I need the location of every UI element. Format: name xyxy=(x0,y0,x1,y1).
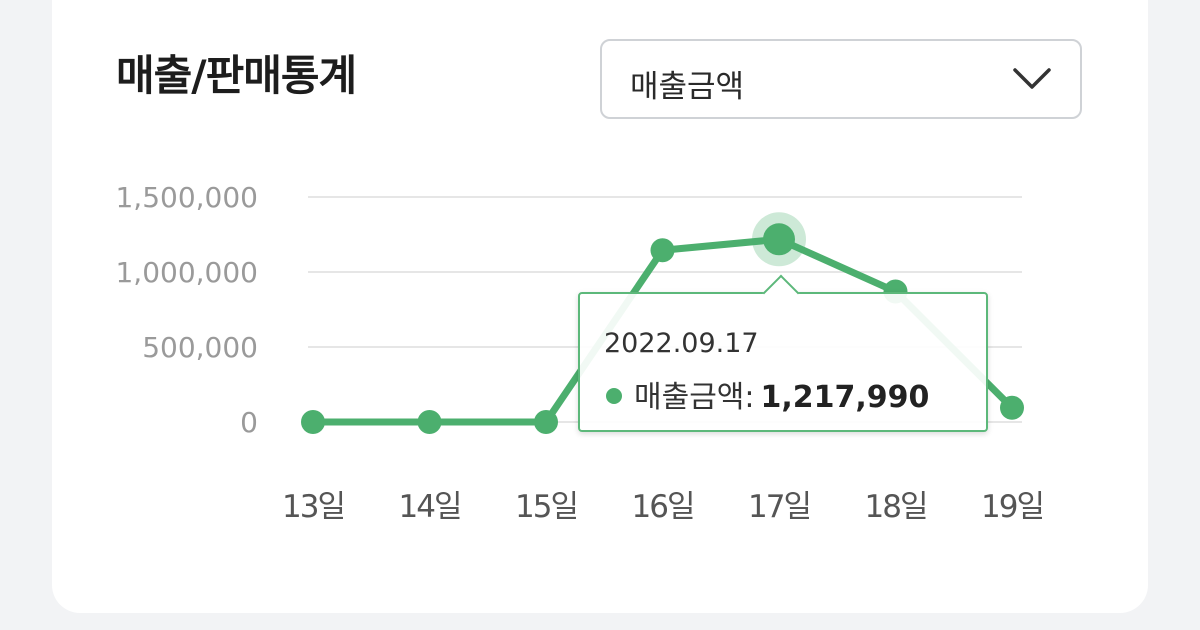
x-tick-label: 13일 xyxy=(282,489,344,525)
tooltip-date: 2022.09.17 xyxy=(604,328,759,359)
data-point xyxy=(1000,395,1024,420)
y-tick-label: 1,000,000 xyxy=(115,256,258,289)
x-tick-label: 17일 xyxy=(748,489,810,525)
data-point xyxy=(301,410,325,434)
data-point xyxy=(534,410,558,434)
chevron-down-icon xyxy=(1013,68,1051,89)
x-tick-label: 18일 xyxy=(865,489,927,525)
metric-select[interactable]: 매출금액 xyxy=(600,39,1082,119)
y-tick-label: 0 xyxy=(240,406,258,439)
page-title: 매출/판매통계 xyxy=(116,51,357,100)
tooltip-label: 매출금액: xyxy=(634,380,755,415)
tooltip-value: 1,217,990 xyxy=(760,380,930,415)
y-tick-label: 1,500,000 xyxy=(115,181,258,214)
x-tick-label: 14일 xyxy=(399,489,461,525)
x-tick-label: 19일 xyxy=(981,489,1043,525)
x-tick-label: 15일 xyxy=(515,489,577,525)
data-point xyxy=(417,410,442,434)
data-point xyxy=(763,223,795,256)
metric-select-value: 매출금액 xyxy=(630,69,745,105)
tooltip-row: 매출금액: 1,217,990 xyxy=(606,372,929,416)
y-tick-label: 500,000 xyxy=(142,331,258,364)
tooltip-series-dot xyxy=(606,387,622,404)
x-tick-label: 16일 xyxy=(632,489,694,525)
chart-tooltip: 2022.09.17 매출금액: 1,217,990 xyxy=(578,274,988,432)
data-point xyxy=(650,238,675,263)
